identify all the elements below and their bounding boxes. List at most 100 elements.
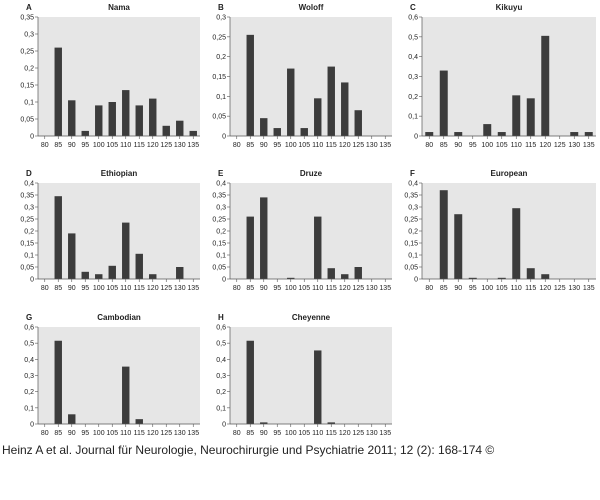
x-tick-label-d-135: 135 xyxy=(187,285,199,292)
panel-d: D Ethiopian 0 0,05 0,1 0,15 0,2 0,25 0,3 0,35 0,4 8… xyxy=(20,169,200,292)
bar-a-95 xyxy=(81,130,89,136)
x-tick-label-e-80: 80 xyxy=(233,285,241,292)
x-tick-label-c-85: 85 xyxy=(440,142,448,149)
y-tick-label-g: 0,4 xyxy=(24,357,34,364)
panel-letter-e: E xyxy=(218,169,224,178)
y-tick-label-e: 0,1 xyxy=(216,253,226,260)
x-tick-label-c-100: 100 xyxy=(481,142,493,149)
x-tick-label-e-100: 100 xyxy=(285,285,297,292)
x-tick-label-e-105: 105 xyxy=(298,285,310,292)
x-tick-label-h-125: 125 xyxy=(352,430,364,437)
bar-f-90 xyxy=(454,214,463,279)
x-tick-label-d-115: 115 xyxy=(134,285,145,292)
x-tick-label-b-120: 120 xyxy=(339,142,351,149)
plot-area-c xyxy=(422,17,596,136)
plot-area-e xyxy=(230,183,392,279)
x-tick-label-g-105: 105 xyxy=(106,430,118,437)
bar-e-120 xyxy=(341,274,349,279)
y-tick-label-c: 0,4 xyxy=(408,54,418,61)
y-tick-label-e: 0,35 xyxy=(212,193,226,200)
x-tick-label-a-135: 135 xyxy=(187,142,199,149)
bar-d-120 xyxy=(149,274,157,279)
bar-c-85 xyxy=(439,70,448,136)
y-tick-label-h: 0,3 xyxy=(216,373,226,380)
x-tick-label-g-90: 90 xyxy=(68,430,76,437)
y-tick-label-b: 0,25 xyxy=(212,34,226,41)
x-tick-label-e-125: 125 xyxy=(352,285,364,292)
x-tick-label-f-115: 115 xyxy=(525,285,536,292)
x-tick-label-a-90: 90 xyxy=(68,142,76,149)
bar-h-110 xyxy=(314,350,322,424)
bar-e-100 xyxy=(287,277,295,279)
x-tick-label-b-135: 135 xyxy=(379,142,391,149)
x-tick-label-d-90: 90 xyxy=(68,285,76,292)
y-tick-label-c: 0,2 xyxy=(408,94,418,101)
y-tick-label-f: 0,4 xyxy=(408,181,418,188)
x-tick-label-a-100: 100 xyxy=(93,142,105,149)
y-tick-label-b: 0 xyxy=(222,134,226,141)
panel-letter-c: C xyxy=(410,3,416,12)
bar-b-90 xyxy=(260,118,268,136)
x-tick-label-f-80: 80 xyxy=(425,285,433,292)
x-tick-label-e-110: 110 xyxy=(312,285,323,292)
x-tick-label-d-110: 110 xyxy=(120,285,131,292)
x-tick-label-e-115: 115 xyxy=(326,285,337,292)
x-tick-label-g-130: 130 xyxy=(174,430,186,437)
bar-f-95 xyxy=(468,277,477,279)
panel-title-a: Nama xyxy=(108,3,130,12)
x-tick-label-a-95: 95 xyxy=(81,142,89,149)
bar-d-95 xyxy=(81,271,89,279)
y-tick-label-h: 0,6 xyxy=(216,325,226,332)
x-tick-label-g-95: 95 xyxy=(81,430,89,437)
y-tick-label-c: 0,6 xyxy=(408,15,418,22)
panel-letter-h: H xyxy=(218,313,224,322)
panel-e: E Druze 0 0,05 0,1 0,15 0,2 0,25 0,3 0,35 0,4 80 85 9… xyxy=(212,169,392,292)
bar-f-105 xyxy=(497,277,506,279)
bar-d-90 xyxy=(68,233,76,279)
bar-f-120 xyxy=(541,274,550,279)
bar-a-110 xyxy=(122,90,130,136)
x-tick-label-e-120: 120 xyxy=(339,285,351,292)
panel-title-c: Kikuyu xyxy=(496,3,523,12)
y-tick-label-d: 0,1 xyxy=(24,253,34,260)
bar-g-90 xyxy=(68,414,76,424)
bar-g-115 xyxy=(135,419,143,424)
y-tick-label-e: 0,4 xyxy=(216,181,226,188)
y-tick-label-b: 0,3 xyxy=(216,15,226,22)
panel-letter-f: F xyxy=(410,169,415,178)
panel-title-b: Woloff xyxy=(299,3,324,12)
x-tick-label-d-130: 130 xyxy=(174,285,186,292)
bar-b-105 xyxy=(300,128,308,136)
x-tick-label-e-135: 135 xyxy=(379,285,391,292)
bar-f-85 xyxy=(439,190,448,279)
y-tick-label-d: 0,35 xyxy=(20,193,34,200)
panel-letter-a: A xyxy=(26,3,32,12)
y-tick-label-d: 0,15 xyxy=(20,241,34,248)
x-tick-label-c-135: 135 xyxy=(583,142,595,149)
y-tick-label-c: 0,3 xyxy=(408,74,418,81)
y-tick-label-f: 0,35 xyxy=(404,193,418,200)
x-tick-label-b-100: 100 xyxy=(285,142,297,149)
bar-a-90 xyxy=(68,100,76,136)
x-tick-label-c-105: 105 xyxy=(496,142,508,149)
x-tick-label-f-125: 125 xyxy=(554,285,566,292)
panel-title-e: Druze xyxy=(300,169,323,178)
y-tick-label-h: 0,1 xyxy=(216,405,226,412)
x-tick-label-a-110: 110 xyxy=(120,142,131,149)
x-tick-label-b-80: 80 xyxy=(233,142,241,149)
bar-chart-grid: A Nama 0 0,05 0,1 0,15 0,2 0,25 0,3 0,35 80 85 90 95 1… xyxy=(20,3,596,437)
bar-b-95 xyxy=(273,128,281,136)
bar-e-125 xyxy=(354,267,362,279)
bar-c-135 xyxy=(584,132,593,136)
y-tick-label-a: 0,15 xyxy=(20,83,34,90)
x-tick-label-g-100: 100 xyxy=(93,430,105,437)
y-tick-label-h: 0 xyxy=(222,422,226,429)
y-tick-label-d: 0,2 xyxy=(24,229,34,236)
y-tick-label-b: 0,2 xyxy=(216,54,226,61)
bar-d-115 xyxy=(135,253,143,279)
x-tick-label-e-85: 85 xyxy=(246,285,254,292)
x-tick-label-g-110: 110 xyxy=(120,430,131,437)
x-tick-label-c-90: 90 xyxy=(454,142,462,149)
panel-a: A Nama 0 0,05 0,1 0,15 0,2 0,25 0,3 0,35 80 85 90 95 1… xyxy=(20,3,200,149)
